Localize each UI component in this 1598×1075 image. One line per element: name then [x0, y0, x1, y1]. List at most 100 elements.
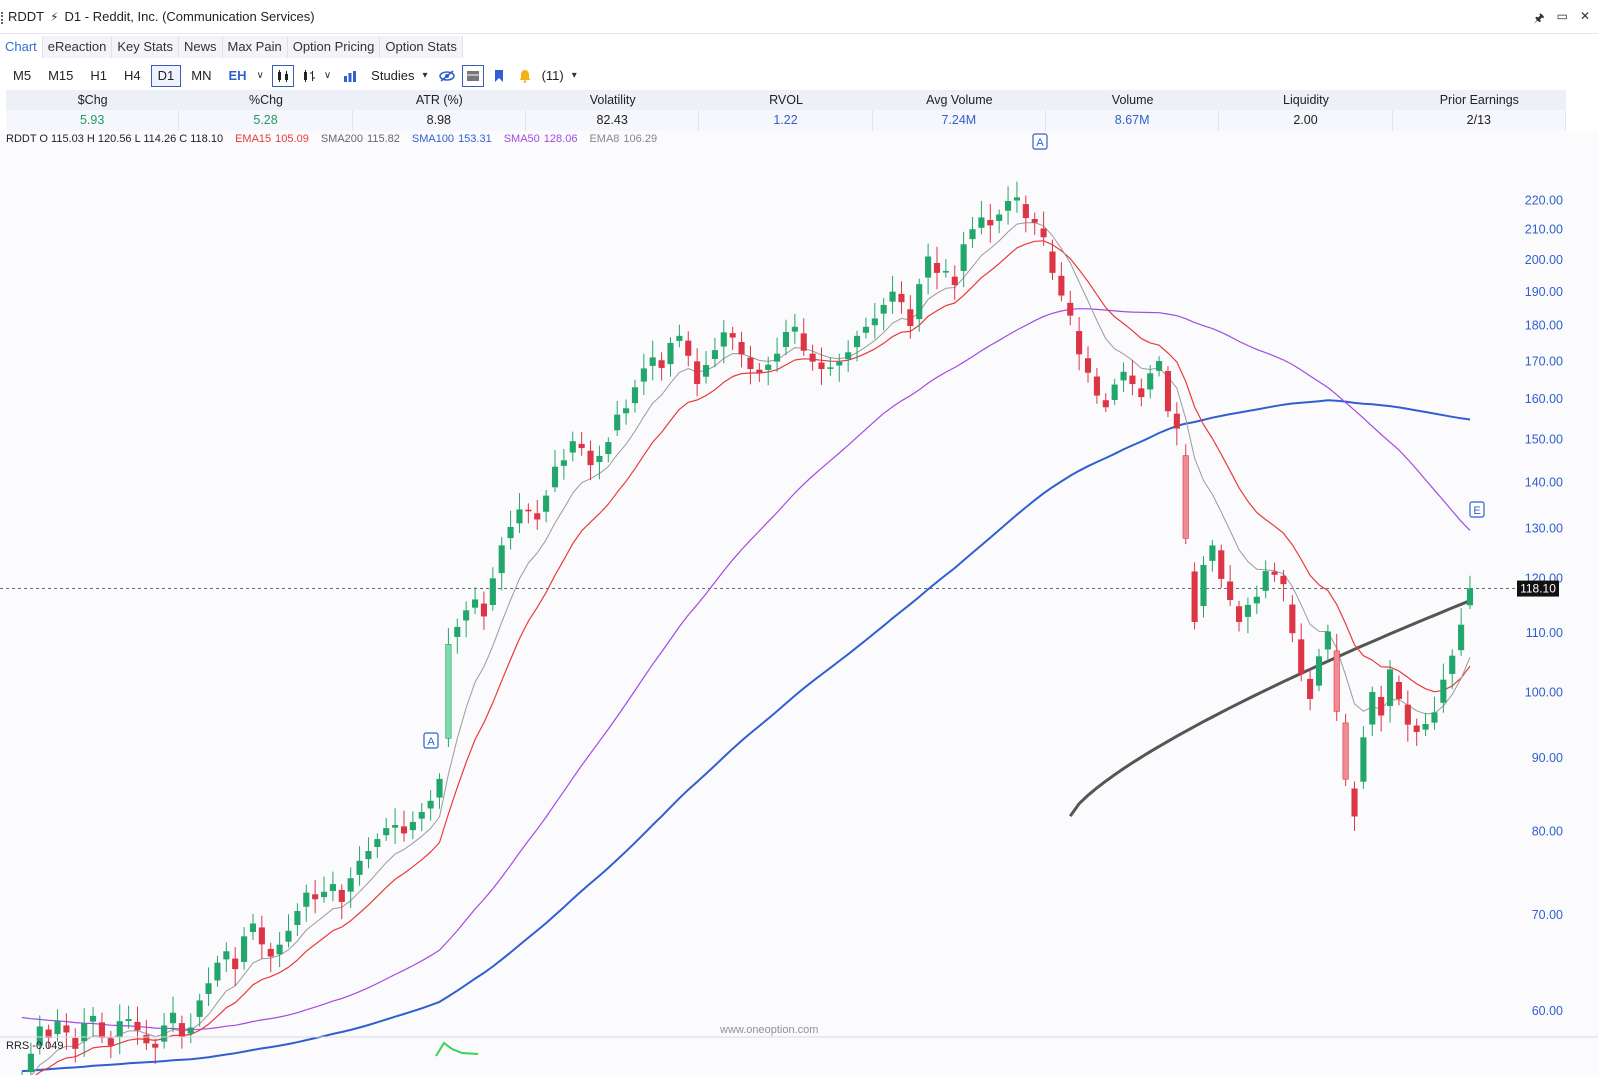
visibility-icon[interactable]: [436, 65, 458, 87]
drag-grip-icon[interactable]: [1, 12, 4, 24]
candle: [560, 449, 567, 480]
candle: [1164, 366, 1172, 418]
legend-indicator-name: EMA15: [235, 133, 272, 145]
candle: [818, 347, 825, 385]
candle: [1173, 402, 1180, 446]
bookmark-icon[interactable]: [488, 65, 510, 87]
rrs-line: [435, 1041, 479, 1057]
tab-ereaction[interactable]: eReaction: [42, 36, 113, 58]
stat-cell: ATR (%) 8.98: [352, 90, 526, 131]
candlestick-type-icon[interactable]: [271, 64, 294, 87]
candle: [125, 1005, 132, 1029]
candle: [445, 628, 452, 748]
sma200-line: [1068, 599, 1471, 817]
y-tick-label: 220.00: [1525, 194, 1563, 208]
candle: [569, 431, 576, 462]
extended-hours-toggle[interactable]: EH: [228, 67, 247, 83]
stat-value: 7.24M: [872, 110, 1046, 131]
candle: [1289, 595, 1296, 643]
stat-value: 2/13: [1392, 110, 1566, 131]
timeframe-h4[interactable]: H4: [123, 67, 141, 83]
chevron-down-icon[interactable]: ▾: [422, 70, 428, 81]
candle: [1031, 212, 1038, 235]
candle: [1040, 211, 1047, 246]
chevron-down-icon[interactable]: ▾: [571, 70, 577, 81]
stat-value: 5.28: [179, 110, 353, 131]
candle: [98, 1012, 106, 1044]
candle: [987, 204, 994, 243]
candle: [152, 1038, 159, 1064]
candle: [1013, 181, 1020, 213]
candle: [756, 362, 763, 382]
close-icon[interactable]: ✕: [1579, 9, 1590, 23]
candle: [1449, 649, 1456, 689]
candle: [925, 243, 932, 295]
analyst-event-icon[interactable]: A: [423, 732, 439, 749]
pin-icon[interactable]: 🖈: [1533, 11, 1545, 25]
timeframe-m15[interactable]: M15: [48, 67, 74, 83]
candle: [285, 914, 292, 948]
timeframe-h1[interactable]: H1: [90, 67, 107, 83]
tab-option-pricing[interactable]: Option Pricing: [287, 36, 381, 58]
y-tick-label: 140.00: [1525, 475, 1563, 489]
y-tick-label: 70.00: [1532, 908, 1563, 922]
candle: [312, 880, 319, 914]
svg-text:E: E: [1473, 505, 1480, 517]
candle: [1360, 726, 1367, 789]
stat-header: ATR (%): [352, 90, 526, 110]
candle: [187, 1013, 194, 1043]
candle: [356, 846, 363, 886]
y-tick-label: 80.00: [1532, 825, 1563, 839]
candle: [427, 790, 434, 821]
candle: [1093, 368, 1100, 404]
candle: [685, 331, 692, 367]
stat-header: Avg Volume: [872, 90, 1046, 110]
candle: [1271, 562, 1278, 582]
timeframe-mn[interactable]: MN: [191, 67, 212, 83]
earnings-event-icon[interactable]: E: [1469, 501, 1485, 518]
candle: [916, 278, 923, 332]
chevron-down-icon[interactable]: ∨: [256, 70, 264, 81]
candle: [36, 1015, 43, 1055]
candle: [1209, 539, 1216, 572]
alerts-count[interactable]: (11): [541, 68, 564, 83]
chart-toolbar: M5 M15 H1 H4 D1 MN EH ∨ ∨ Studies ▾ (11)…: [0, 62, 1598, 89]
ema15-line: [35, 240, 1471, 1075]
candle: [1102, 393, 1109, 413]
stat-header: Volume: [1045, 90, 1220, 110]
candle: [1458, 608, 1465, 657]
candle: [1227, 565, 1234, 606]
candle: [1058, 262, 1065, 302]
studies-bars-icon[interactable]: [339, 65, 361, 87]
tab-option-stats[interactable]: Option Stats: [380, 36, 463, 58]
tab-chart[interactable]: Chart: [0, 36, 43, 58]
timeframe-m5[interactable]: M5: [13, 67, 32, 83]
tab-key-stats[interactable]: Key Stats: [112, 36, 179, 58]
tab-max-pain[interactable]: Max Pain: [222, 36, 288, 58]
candle: [587, 440, 594, 481]
stat-header: RVOL: [699, 90, 873, 110]
studies-button[interactable]: Studies: [371, 68, 414, 83]
candle: [116, 1004, 123, 1055]
chart-canvas[interactable]: AAE60.0070.0080.0090.00100.00110.00120.0…: [0, 131, 1598, 1075]
candle: [223, 942, 230, 973]
svg-text:A: A: [427, 736, 435, 748]
legend-indicator-value: 153.31: [458, 133, 492, 145]
candle: [1129, 360, 1136, 396]
symbol-description: D1 - Reddit, Inc. (Communication Service…: [64, 9, 315, 24]
stat-cell: Volatility 82.43: [525, 90, 700, 131]
analyst-event-icon[interactable]: A: [1032, 133, 1048, 150]
timeframe-d1[interactable]: D1: [150, 64, 182, 87]
y-tick-label: 160.00: [1525, 392, 1563, 406]
alert-bell-icon[interactable]: [514, 65, 536, 87]
maximize-icon[interactable]: ▭: [1556, 9, 1568, 23]
candle: [249, 913, 257, 941]
candle: [196, 993, 203, 1027]
price-chart[interactable]: A A E 60.00 70.00 80.00 90.00 100.00 110.00 120.0…: [0, 131, 1598, 1075]
bar-type-icon[interactable]: [298, 65, 320, 87]
panel-layout-icon[interactable]: [461, 64, 484, 87]
y-tick-label: 90.00: [1532, 751, 1563, 765]
chevron-down-icon[interactable]: ∨: [323, 70, 332, 81]
tab-news[interactable]: News: [178, 36, 223, 58]
candle: [1111, 378, 1118, 405]
